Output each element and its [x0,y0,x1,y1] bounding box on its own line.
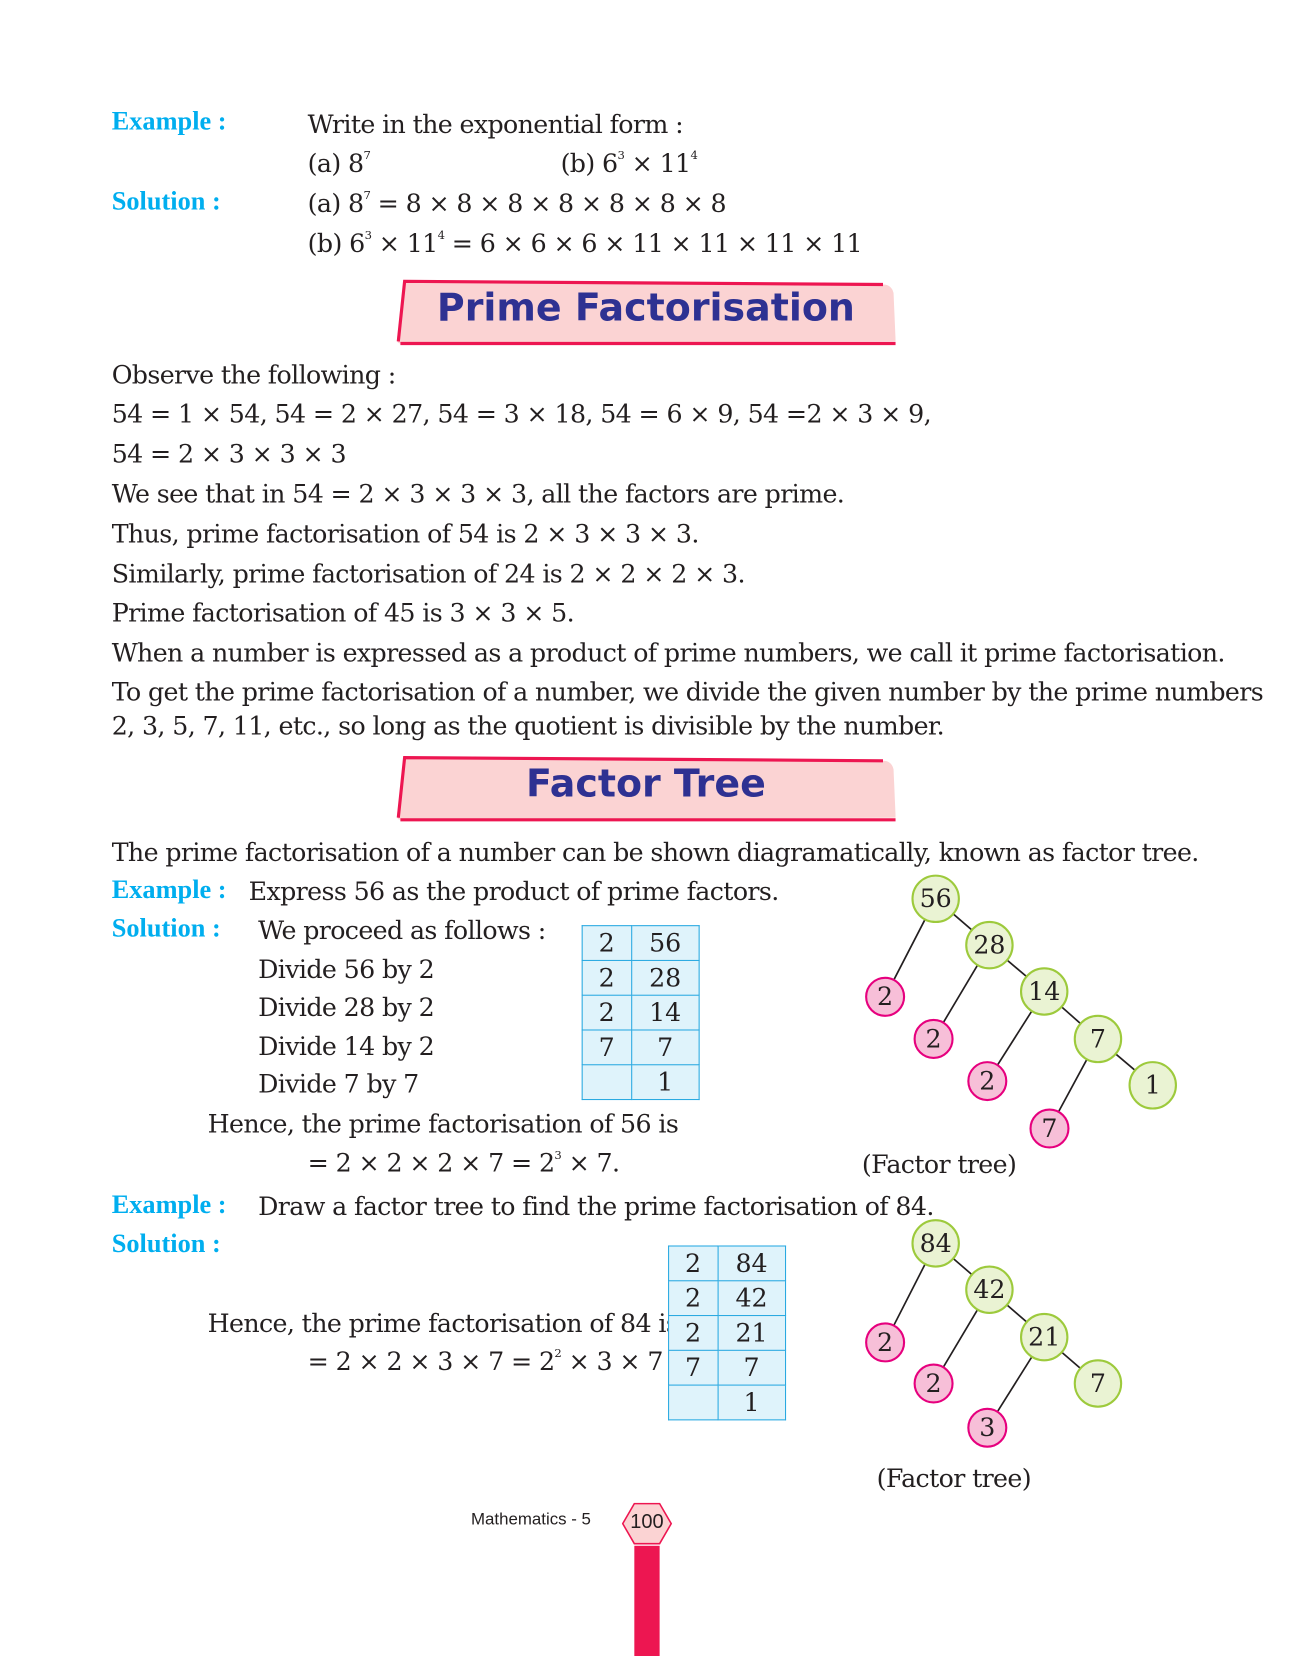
prime-node: 2 [865,1322,906,1363]
example-text: Express 56 as the product of prime facto… [248,876,780,907]
divisor-cell: 2 [581,994,632,1031]
table-row: 2 28 [581,959,700,996]
prime-node: 2 [913,1363,954,1404]
composite-node: 28 [965,920,1014,970]
prime-line: Thus, prime factorisation of 54 is 2 × 3… [111,519,700,549]
prime-node: 2 [967,1061,1008,1102]
section-heading: Factor Tree [526,762,766,807]
page-number: 100 [630,1511,664,1534]
result: = 2 × 2 × 3 × 7 = 22 × 3 × 7 [307,1346,664,1377]
question: Write in the exponential form : [307,109,684,140]
hence-text: Hence, the prime factorisation of 84 is [207,1308,679,1339]
prime-line: Observe the following : [111,360,397,390]
composite-node: 84 [911,1219,960,1268]
table-row: 2 14 [581,994,700,1031]
composite-node: 21 [1019,1312,1069,1362]
table-row: 2 56 [581,925,700,961]
section-heading-banner: Factor Tree [396,754,896,822]
quotient-cell: 1 [717,1384,787,1421]
prime-line: When a number is expressed as a product … [111,638,1226,669]
prime-node: 7 [1029,1108,1070,1149]
example-label: Example : [111,107,227,136]
prime-line: We see that in 54 = 2 × 3 × 3 × 3, all t… [111,479,845,509]
divisor-cell: 2 [668,1315,719,1351]
divisor-cell [581,1064,632,1101]
footer-book: Mathematics - 5 [471,1511,591,1529]
step-line: Divide 7 by 7 [258,1069,419,1100]
example-label: Example : [111,1190,227,1220]
solution-label: Solution : [111,1229,221,1259]
division-table: 2 56 2 28 2 14 7 7 1 [581,925,700,1101]
divisor-cell: 2 [581,925,632,961]
section-heading-banner: Prime Factorisation [396,278,896,346]
table-row: 1 [668,1384,787,1421]
quotient-cell: 1 [630,1064,700,1101]
solution-a: (a) 87 = 8 × 8 × 8 × 8 × 8 × 8 × 8 [307,188,727,219]
divisor-cell [668,1384,719,1421]
part-a: (a) 87 [307,148,371,179]
prime-node: 2 [865,976,906,1017]
section-heading: Prime Factorisation [436,286,855,330]
composite-node: 7 [1073,1014,1123,1064]
step-line: Divide 56 by 2 [258,954,435,984]
composite-node: 7 [1073,1359,1123,1408]
tree-caption: (Factor tree) [861,1149,1017,1180]
composite-node: 42 [965,1265,1014,1314]
example-label: Example : [111,875,227,905]
composite-node: 14 [1019,967,1069,1016]
hence-text: Hence, the prime factorisation of 56 is [207,1109,679,1140]
solution-b: (b) 63 × 114 = 6 × 6 × 6 × 11 × 11 × 11 … [307,228,863,259]
divisor-cell: 7 [668,1349,719,1386]
composite-node: 1 [1128,1061,1177,1110]
composite-node: 56 [911,874,960,924]
prime-line: Prime factorisation of 45 is 3 × 3 × 5. [111,598,575,629]
table-row: 1 [581,1064,700,1101]
quotient-cell: 21 [717,1315,787,1351]
prime-node: 2 [913,1018,954,1059]
step-line: We proceed as follows : [258,915,546,946]
prime-line: Similarly, prime factorisation of 24 is … [111,559,746,590]
prime-line: 54 = 1 × 54, 54 = 2 × 27, 54 = 3 × 18, 5… [111,399,932,429]
example-text: Draw a factor tree to find the prime fac… [258,1191,934,1222]
quotient-cell: 56 [630,925,700,961]
divisor-cell: 2 [668,1280,719,1317]
table-row: 2 21 [668,1315,787,1351]
solution-label: Solution : [111,914,221,944]
quotient-cell: 84 [717,1245,787,1282]
table-row: 2 84 [668,1245,787,1282]
quotient-cell: 14 [630,994,700,1031]
tree-caption: (Factor tree) [876,1463,1032,1494]
result: = 2 × 2 × 2 × 7 = 23 × 7. [307,1148,620,1179]
quotient-cell: 28 [630,959,700,996]
part-b: (b) 63 × 114 [560,148,698,179]
step-line: Divide 14 by 2 [258,1031,435,1061]
prime-line: 54 = 2 × 3 × 3 × 3 [111,439,347,469]
page-number-hexagon [621,1502,673,1545]
tree-intro: The prime factorisation of a number can … [111,837,1200,868]
prime-line: 2, 3, 5, 7, 11, etc., so long as the quo… [111,711,945,741]
division-table: 2 84 2 42 2 21 7 7 1 [668,1245,787,1421]
prime-line: To get the prime factorisation of a numb… [111,677,1264,708]
footer-bar [634,1545,660,1656]
step-line: Divide 28 by 2 [258,992,435,1023]
solution-label: Solution : [111,187,221,217]
prime-node: 3 [967,1407,1008,1448]
